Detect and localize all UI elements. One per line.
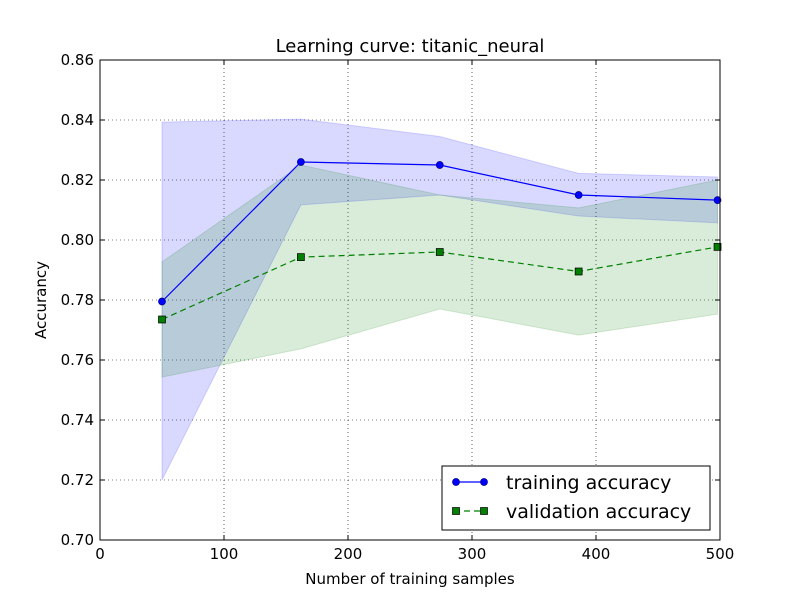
x-tick-label: 0 [95,545,105,563]
point-training-accuracy [713,196,722,204]
point-validation-accuracy [713,243,722,251]
y-tick-label: 0.72 [61,471,94,489]
point-training-accuracy [574,191,583,199]
y-tick-label: 0.80 [61,231,94,249]
legend-label-validation-accuracy: validation accuracy [506,501,691,523]
band-training-accuracy [161,118,719,481]
point-validation-accuracy [574,267,583,276]
x-tick-label: 400 [582,545,611,563]
x-tick-label: 300 [458,545,487,563]
y-axis-label: Accurancy [32,261,50,339]
x-tick-label: 100 [210,545,239,563]
x-tick-label: 500 [706,545,735,563]
legend-marker-training-accuracy-end [480,478,488,486]
y-tick-label: 0.82 [61,171,94,189]
band-validation-accuracy [161,164,719,378]
axis-ticks: 0 100 200 300 400 500 0.70 0.72 0.74 0.76 0.78 0.80… [61,51,735,563]
legend-box [441,465,711,531]
series-markers [158,158,722,324]
legend: training accuracy validation accuracy [441,465,711,531]
y-tick-label: 0.70 [61,531,94,549]
y-tick-label: 0.76 [61,351,94,369]
legend-marker-training-accuracy [452,478,460,486]
legend-marker-validation-accuracy-end [480,507,488,515]
y-tick-label: 0.74 [61,411,94,429]
legend-marker-validation-accuracy [452,507,460,515]
point-validation-accuracy [435,248,444,256]
y-tick-label: 0.84 [61,111,94,129]
point-training-accuracy [158,297,166,306]
confidence-bands [161,118,719,481]
y-tick-label: 0.78 [61,291,94,309]
point-training-accuracy [297,158,305,166]
x-axis-label: Number of training samples [305,570,515,588]
chart-title: Learning curve: titanic_neural [276,36,545,57]
point-validation-accuracy [158,315,166,324]
x-tick-label: 200 [334,545,363,563]
point-validation-accuracy [297,253,305,261]
y-tick-label: 0.86 [61,51,94,69]
legend-label-training-accuracy: training accuracy [506,472,671,494]
point-training-accuracy [435,161,444,169]
